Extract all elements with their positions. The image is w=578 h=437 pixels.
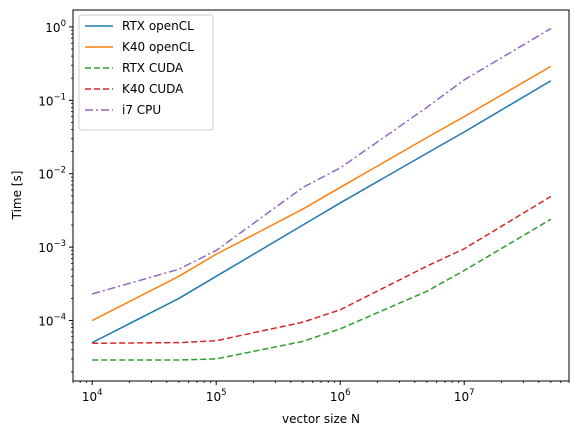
y-tick-exponent: −3	[53, 239, 66, 249]
series-line-2	[91, 65, 552, 322]
y-tick-label: 10−2	[38, 166, 66, 182]
x-axis: 104 105 106 107	[72, 381, 570, 404]
legend-box	[78, 14, 214, 131]
x-tick-label: 107	[454, 388, 475, 404]
series-line-3	[92, 218, 552, 361]
y-tick-base: 10	[38, 168, 53, 182]
legend: RTX openCL K40 openCL RTX CUDA K40 CUDA i7 C…	[78, 14, 214, 131]
x-tick-base: 10	[330, 390, 345, 404]
series-layer	[91, 27, 552, 361]
y-tick-label: 100	[45, 19, 66, 35]
series-line-1	[91, 80, 552, 344]
y-axis-label: Time [s]	[10, 171, 24, 221]
y-tick-exponent: −1	[53, 92, 66, 102]
legend-label: i7 CPU	[122, 103, 161, 117]
legend-label: RTX CUDA	[122, 61, 184, 75]
y-tick-exponent: −4	[53, 313, 66, 323]
x-tick-label: 106	[330, 388, 351, 404]
y-tick-base: 10	[38, 241, 53, 255]
x-axis-label: vector size N	[282, 412, 360, 426]
y-tick-label: 10−4	[38, 313, 66, 329]
series-line-5	[92, 27, 552, 295]
y-tick-base: 10	[38, 94, 53, 108]
legend-label: K40 openCL	[122, 40, 194, 54]
x-tick-base: 10	[82, 390, 97, 404]
x-tick-base: 10	[454, 390, 469, 404]
y-tick-exponent: 0	[61, 19, 66, 29]
legend-label: RTX openCL	[122, 19, 194, 33]
y-tick-base: 10	[38, 315, 53, 329]
x-tick-label: 105	[206, 388, 227, 404]
y-tick-label: 10−3	[38, 239, 66, 255]
y-tick-base: 10	[45, 21, 60, 35]
series-line-4	[92, 195, 552, 345]
legend-label: K40 CUDA	[122, 82, 184, 96]
x-tick-exponent: 7	[469, 388, 474, 398]
x-tick-exponent: 5	[221, 388, 226, 398]
x-tick-exponent: 4	[97, 388, 102, 398]
x-tick-base: 10	[206, 390, 221, 404]
y-tick-exponent: −2	[53, 166, 66, 176]
x-tick-exponent: 6	[345, 388, 350, 398]
y-tick-label: 10−1	[38, 92, 66, 108]
x-tick-label: 104	[82, 388, 103, 404]
